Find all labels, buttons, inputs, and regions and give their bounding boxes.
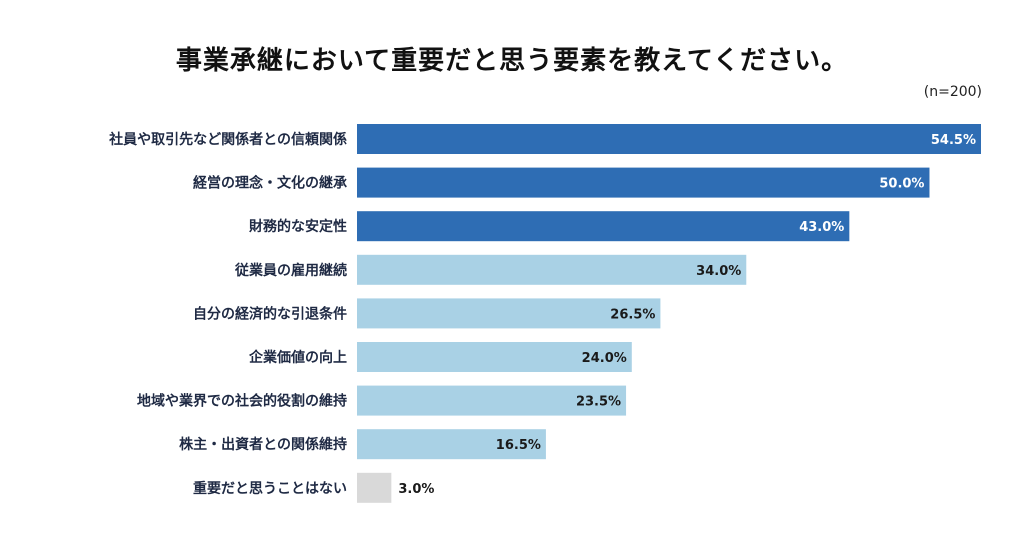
category-label: 企業価値の向上 bbox=[248, 349, 347, 366]
bar bbox=[357, 167, 930, 198]
category-label: 社員や取引先など関係者との信頼関係 bbox=[108, 131, 347, 148]
data-label: 54.5% bbox=[931, 133, 976, 148]
chart-title: 事業承継において重要だと思う要素を教えてください。 bbox=[175, 46, 849, 76]
bar bbox=[357, 211, 850, 242]
bar bbox=[357, 385, 627, 416]
category-label: 重要だと思うことはない bbox=[193, 480, 347, 497]
data-label: 23.5% bbox=[576, 395, 621, 410]
data-label: 43.0% bbox=[799, 220, 844, 235]
data-label: 24.0% bbox=[582, 351, 627, 366]
bar bbox=[357, 254, 747, 285]
bar bbox=[357, 342, 632, 372]
category-label: 経営の理念・文化の継承 bbox=[193, 175, 347, 192]
bar bbox=[357, 429, 546, 460]
bar bbox=[357, 298, 661, 329]
category-label: 地域や業界での社会的役割の維持 bbox=[137, 393, 347, 410]
category-label: 株主・出資者との関係維持 bbox=[179, 436, 347, 453]
data-label: 3.0% bbox=[398, 482, 434, 497]
data-label: 34.0% bbox=[696, 264, 741, 279]
category-label: 従業員の雇用継続 bbox=[234, 262, 347, 279]
bar bbox=[357, 472, 392, 503]
data-label: 26.5% bbox=[610, 307, 655, 322]
category-label: 自分の経済的な引退条件 bbox=[193, 305, 347, 322]
data-label: 50.0% bbox=[879, 177, 924, 192]
bar bbox=[357, 124, 981, 154]
data-label: 16.5% bbox=[496, 438, 541, 453]
sample-size-note: (n=200) bbox=[923, 84, 982, 100]
category-label: 財務的な安定性 bbox=[248, 218, 347, 235]
